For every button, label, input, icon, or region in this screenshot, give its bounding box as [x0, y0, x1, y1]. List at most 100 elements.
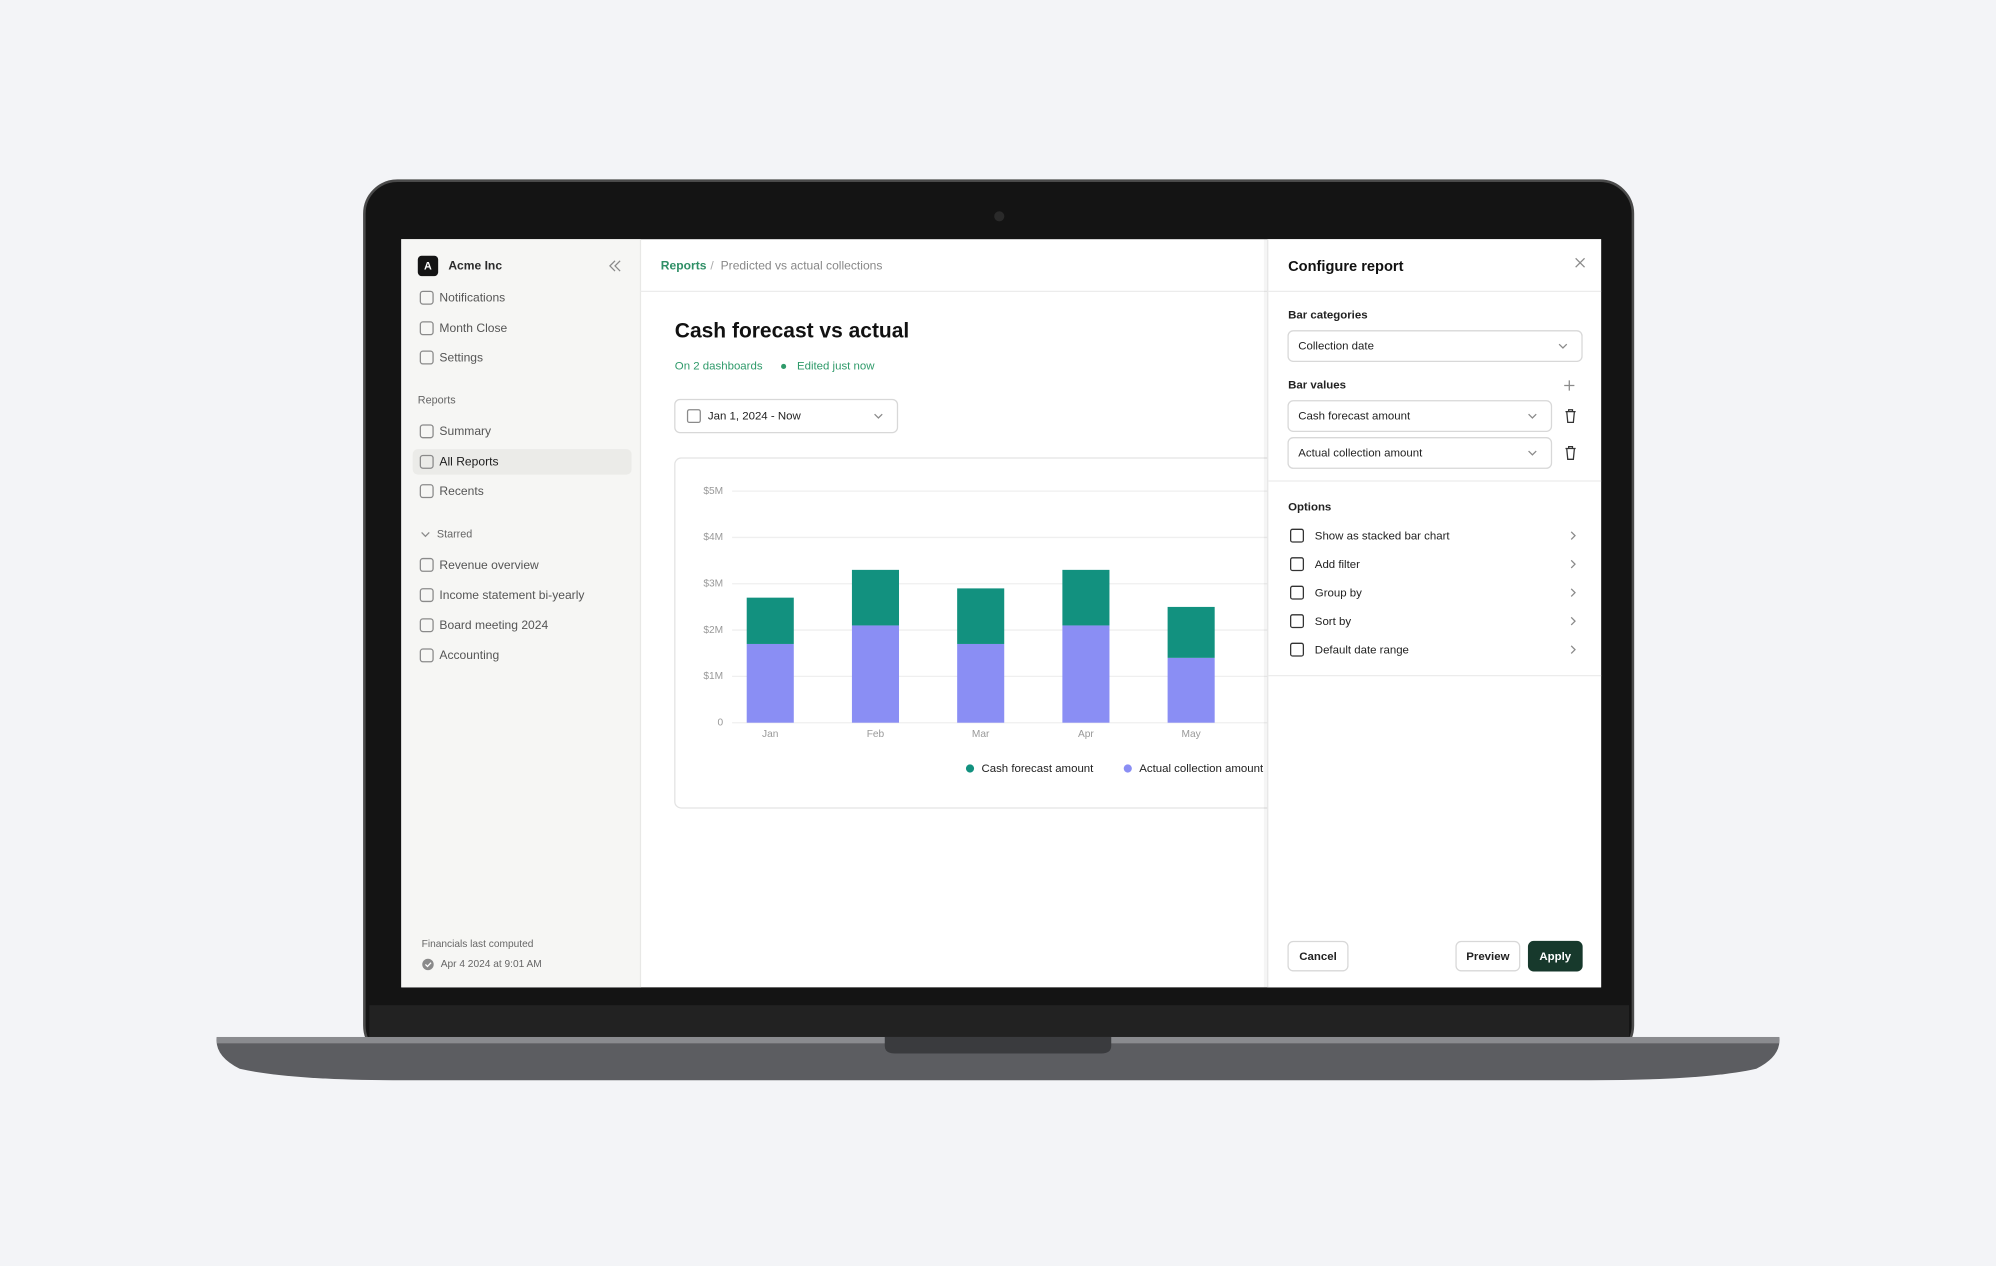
option-item[interactable]: Group by	[1315, 587, 1362, 599]
config-panel	[1267, 239, 1602, 988]
bar-segment	[851, 625, 900, 723]
bar-segment	[1062, 569, 1110, 626]
chevron-down	[1528, 450, 1537, 456]
x-tick-label: May	[1182, 729, 1202, 740]
nav-icon	[419, 350, 434, 365]
select[interactable]	[1287, 330, 1583, 362]
nav-item[interactable]: Board meeting 2024	[439, 618, 548, 632]
bar-segment	[746, 597, 794, 644]
bar-segment	[1167, 657, 1215, 723]
close-button[interactable]	[1575, 257, 1586, 268]
bar-segment	[1062, 625, 1110, 723]
nav-icon	[419, 424, 434, 439]
y-tick-label: $2M	[703, 625, 723, 636]
org-logo-letter: A	[424, 260, 432, 272]
option-item[interactable]: Sort by	[1315, 616, 1352, 628]
bar-segment	[957, 643, 1005, 723]
select-value: Collection date	[1298, 341, 1374, 353]
delete-button[interactable]	[1565, 445, 1576, 460]
status-check	[424, 962, 432, 968]
button[interactable]	[1527, 940, 1583, 972]
field-label: Bar categories	[1288, 310, 1367, 322]
option-icon	[1290, 585, 1305, 600]
nav-item[interactable]: Recents	[439, 484, 483, 498]
nav-item[interactable]: Notifications	[439, 291, 505, 305]
legend-label: Actual collection amount	[1139, 763, 1264, 775]
nav-item[interactable]: Income statement bi-yearly	[439, 588, 585, 602]
chevron-right	[1570, 531, 1576, 540]
date-range-text: Jan 1, 2024 - Now	[708, 411, 802, 423]
select[interactable]	[1287, 400, 1553, 432]
nav-item[interactable]: Summary	[439, 424, 492, 438]
camera	[994, 211, 1005, 222]
panel-title: Configure report	[1288, 259, 1404, 275]
section-heading: Starred	[437, 528, 472, 540]
nav-icon	[419, 290, 434, 305]
nav-icon	[419, 454, 434, 469]
delete-button[interactable]	[1565, 409, 1576, 424]
x-tick-label: Jan	[762, 729, 778, 740]
option-item[interactable]: Show as stacked bar chart	[1315, 530, 1451, 542]
bezel-bottom	[369, 1005, 1630, 1039]
sidebar	[401, 239, 641, 988]
select-value: Actual collection amount	[1298, 448, 1423, 460]
dashboards-link[interactable]: On 2 dashboards	[675, 360, 763, 372]
nav-item[interactable]: Settings	[439, 350, 483, 364]
bar-segment	[746, 643, 794, 723]
y-tick-label: $1M	[703, 671, 723, 682]
nav-item[interactable]: All Reports	[439, 455, 498, 469]
select-value: Cash forecast amount	[1298, 411, 1411, 423]
option-icon	[1290, 614, 1305, 629]
report-title: Cash forecast vs actual	[675, 320, 909, 343]
footer-label: Financials last computed	[422, 939, 534, 950]
y-tick-label: $3M	[703, 578, 723, 589]
button[interactable]	[1287, 940, 1349, 972]
breadcrumb-link[interactable]: Reports	[661, 259, 707, 273]
y-tick-label: 0	[718, 717, 724, 728]
section-heading: Reports	[418, 395, 456, 407]
bar-segment	[851, 569, 900, 626]
nav-item[interactable]: Accounting	[439, 648, 499, 662]
breadcrumb-separator: /	[710, 259, 714, 273]
button-label: Preview	[1466, 951, 1509, 963]
option-icon	[1290, 528, 1305, 543]
edited-status: Edited just now	[797, 360, 875, 372]
field-label: Options	[1288, 502, 1331, 514]
nav-icon	[419, 588, 434, 603]
chevron-down	[1528, 413, 1537, 419]
legend-swatch	[965, 764, 975, 773]
button[interactable]	[1455, 940, 1521, 972]
panel-shadow	[1263, 239, 1270, 988]
legend-label: Cash forecast amount	[981, 763, 1094, 775]
nav-item[interactable]: Month Close	[439, 321, 507, 335]
field-label: Bar values	[1288, 380, 1346, 392]
nav-icon	[419, 648, 434, 663]
breadcrumb-current: Predicted vs actual collections	[721, 259, 883, 273]
nav-icon	[419, 484, 434, 499]
option-item[interactable]: Add filter	[1315, 559, 1360, 571]
nav-item[interactable]: Revenue overview	[439, 558, 539, 572]
add-value-button[interactable]	[1564, 380, 1575, 391]
org-name: Acme Inc	[448, 259, 502, 273]
collapse-icon[interactable]	[609, 260, 621, 272]
bar-segment	[1167, 606, 1215, 658]
separator-dot	[781, 363, 787, 369]
date-range-button[interactable]	[674, 398, 899, 434]
org-logo	[417, 255, 439, 277]
nav-icon	[419, 557, 434, 572]
x-tick-label: Mar	[972, 729, 990, 740]
nav-icon	[419, 321, 434, 336]
option-item[interactable]: Default date range	[1315, 644, 1409, 656]
chevron-down	[421, 532, 430, 538]
select[interactable]	[1287, 437, 1553, 469]
button-label: Apply	[1539, 951, 1571, 963]
y-tick-label: $4M	[703, 532, 723, 543]
nav-active-bg	[412, 449, 632, 475]
y-tick-label: $5M	[703, 486, 723, 497]
option-icon	[1290, 642, 1305, 657]
chevron-down	[874, 413, 883, 419]
status-icon	[422, 958, 434, 971]
chevron-right	[1570, 645, 1576, 654]
